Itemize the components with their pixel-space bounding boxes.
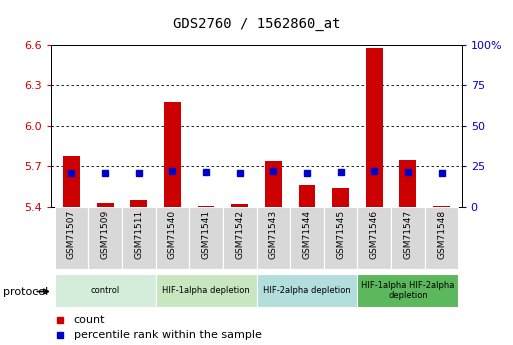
FancyBboxPatch shape xyxy=(358,274,458,307)
Text: HIF-2alpha depletion: HIF-2alpha depletion xyxy=(263,286,351,295)
FancyBboxPatch shape xyxy=(55,207,88,269)
FancyBboxPatch shape xyxy=(155,274,256,307)
Bar xyxy=(332,188,349,207)
Text: GSM71507: GSM71507 xyxy=(67,210,76,259)
Bar xyxy=(299,185,315,207)
Bar xyxy=(63,156,80,207)
Bar xyxy=(231,204,248,207)
Text: GDS2760 / 1562860_at: GDS2760 / 1562860_at xyxy=(173,17,340,31)
FancyBboxPatch shape xyxy=(425,207,458,269)
FancyBboxPatch shape xyxy=(55,274,155,307)
FancyBboxPatch shape xyxy=(122,207,155,269)
Bar xyxy=(130,200,147,207)
Text: percentile rank within the sample: percentile rank within the sample xyxy=(74,331,262,340)
FancyBboxPatch shape xyxy=(324,207,358,269)
Text: GSM71546: GSM71546 xyxy=(370,210,379,259)
Bar xyxy=(198,206,214,207)
Bar xyxy=(265,161,282,207)
Bar xyxy=(366,48,383,207)
Bar xyxy=(164,101,181,207)
FancyBboxPatch shape xyxy=(358,207,391,269)
Text: GSM71543: GSM71543 xyxy=(269,210,278,259)
Text: GSM71542: GSM71542 xyxy=(235,210,244,259)
Text: GSM71511: GSM71511 xyxy=(134,210,143,259)
Text: GSM71540: GSM71540 xyxy=(168,210,177,259)
Bar xyxy=(433,206,450,207)
Text: GSM71541: GSM71541 xyxy=(202,210,210,259)
Text: GSM71547: GSM71547 xyxy=(403,210,412,259)
Text: control: control xyxy=(90,286,120,295)
FancyBboxPatch shape xyxy=(256,207,290,269)
FancyBboxPatch shape xyxy=(88,207,122,269)
FancyBboxPatch shape xyxy=(155,207,189,269)
FancyBboxPatch shape xyxy=(290,207,324,269)
Text: HIF-1alpha depletion: HIF-1alpha depletion xyxy=(162,286,250,295)
Text: protocol: protocol xyxy=(3,287,48,296)
Text: GSM71548: GSM71548 xyxy=(437,210,446,259)
Text: GSM71544: GSM71544 xyxy=(303,210,311,259)
Text: GSM71509: GSM71509 xyxy=(101,210,110,259)
Bar xyxy=(97,203,113,207)
Bar xyxy=(400,160,416,207)
FancyBboxPatch shape xyxy=(391,207,425,269)
Text: count: count xyxy=(74,315,105,325)
Text: HIF-1alpha HIF-2alpha
depletion: HIF-1alpha HIF-2alpha depletion xyxy=(361,281,455,300)
FancyBboxPatch shape xyxy=(256,274,358,307)
Text: GSM71545: GSM71545 xyxy=(336,210,345,259)
FancyBboxPatch shape xyxy=(189,207,223,269)
FancyBboxPatch shape xyxy=(223,207,256,269)
